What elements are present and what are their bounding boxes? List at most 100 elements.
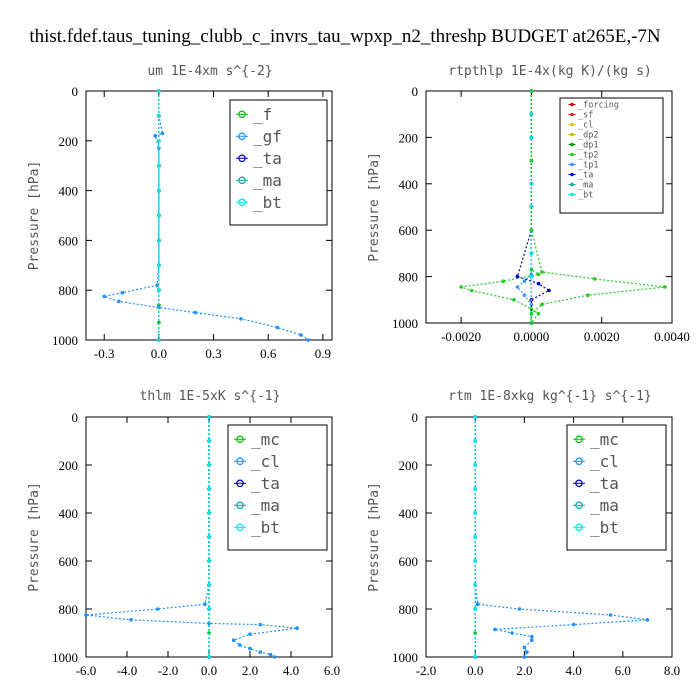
data-point xyxy=(529,158,534,163)
y-tick-label: 200 xyxy=(59,134,79,149)
legend-label: _mc xyxy=(251,430,280,449)
data-point xyxy=(522,279,527,284)
data-point xyxy=(157,338,161,342)
data-point xyxy=(473,415,478,419)
data-point xyxy=(295,626,299,630)
data-point xyxy=(530,638,534,642)
data-point xyxy=(473,439,478,443)
x-tick-label: 6.0 xyxy=(615,663,631,678)
legend-swatch xyxy=(575,479,583,488)
y-axis-label: Pressure [hPa] xyxy=(27,482,42,592)
data-point xyxy=(473,535,478,539)
data-point xyxy=(203,602,207,606)
data-point xyxy=(155,283,159,288)
y-tick-label: 800 xyxy=(399,270,419,285)
legend-swatch xyxy=(570,122,574,127)
x-tick-label: 8.0 xyxy=(664,663,680,678)
legend-swatch xyxy=(570,132,574,137)
legend-label: _ta xyxy=(251,474,280,493)
legend-label: _tp2 xyxy=(578,150,598,160)
legend-label: _dp2 xyxy=(578,130,598,140)
data-point xyxy=(493,627,497,632)
x-tick-label: 0.0020 xyxy=(584,329,620,344)
data-point xyxy=(157,114,161,118)
data-point xyxy=(156,607,160,611)
data-point xyxy=(157,263,161,268)
y-tick-label: 600 xyxy=(399,223,419,238)
legend-label: _cl xyxy=(590,452,619,471)
main-title: thist.fdef.taus_tuning_clubb_c_invrs_tau… xyxy=(29,26,661,47)
legend-label: _ta xyxy=(590,474,619,493)
data-point xyxy=(207,439,211,443)
y-axis-label: Pressure [hPa] xyxy=(367,482,382,592)
data-point xyxy=(540,302,544,307)
legend-box xyxy=(559,97,664,214)
data-point xyxy=(475,602,480,606)
x-tick-label: 6.0 xyxy=(324,663,340,678)
series-line xyxy=(460,91,541,324)
legend-swatch xyxy=(238,176,246,185)
legend-label: _ma xyxy=(253,171,282,190)
data-point xyxy=(248,632,252,636)
data-point xyxy=(510,631,514,635)
legend-label: _ma xyxy=(578,180,593,190)
y-tick-label: 200 xyxy=(399,458,419,473)
data-point xyxy=(207,607,211,611)
y-tick-label: 400 xyxy=(399,177,419,192)
y-tick-label: 200 xyxy=(59,458,79,473)
data-point xyxy=(515,285,520,289)
legend: _mc _cl _ta _ma _bt xyxy=(227,424,328,551)
data-point xyxy=(248,646,252,651)
x-tick-label: 0.0 xyxy=(151,346,167,361)
y-tick-label: 400 xyxy=(399,506,419,521)
y-tick-label: 800 xyxy=(399,602,419,617)
legend-label: _ma xyxy=(590,496,619,515)
data-point xyxy=(473,559,478,563)
data-point xyxy=(120,290,125,295)
data-point xyxy=(207,583,211,587)
y-tick-label: 600 xyxy=(59,233,79,248)
legend-swatch xyxy=(238,198,246,207)
legend-label: _bt xyxy=(578,190,593,200)
legend-swatch xyxy=(236,435,244,444)
data-point xyxy=(529,311,534,316)
data-point xyxy=(522,293,527,298)
data-point xyxy=(529,321,534,325)
panel-title: rtpthlp 1E-4x(kg K)/(kg s) xyxy=(448,64,652,79)
data-point xyxy=(529,89,534,93)
data-point xyxy=(117,299,121,304)
data-point xyxy=(207,463,211,467)
legend-swatch xyxy=(238,110,246,119)
data-point xyxy=(193,310,198,315)
data-point xyxy=(529,112,534,116)
chart-panel-3: rtm 1E-8xkg kg^{-1} s^{-1} Pressure [hPa]… xyxy=(367,389,680,678)
data-point xyxy=(306,338,311,342)
series-line xyxy=(530,91,666,323)
data-point xyxy=(529,267,534,272)
legend-swatch xyxy=(575,457,583,466)
y-tick-label: 800 xyxy=(59,283,79,298)
data-point xyxy=(473,607,478,611)
legend-swatch xyxy=(570,152,574,157)
data-point xyxy=(157,188,161,193)
data-point xyxy=(473,511,478,515)
y-tick-label: 200 xyxy=(399,130,419,145)
data-point xyxy=(157,89,161,93)
legend-box xyxy=(227,424,328,551)
y-tick-label: 600 xyxy=(59,554,79,569)
legend-label: _sf xyxy=(578,110,593,120)
legend: _f _gf _ta _ma _bt xyxy=(229,99,328,226)
data-point xyxy=(473,463,478,467)
x-tick-label: -0.0020 xyxy=(441,329,481,344)
legend-swatch xyxy=(236,501,244,510)
legend-label: _forcing xyxy=(578,100,619,110)
data-point xyxy=(529,274,534,279)
y-tick-label: 0 xyxy=(72,84,79,99)
legend-box xyxy=(566,424,667,551)
data-point xyxy=(592,277,597,281)
legend-label: _cl xyxy=(251,452,280,471)
data-point xyxy=(207,415,211,419)
data-point xyxy=(231,638,236,642)
y-tick-label: 400 xyxy=(59,506,79,521)
x-tick-label: 0.6 xyxy=(260,346,277,361)
